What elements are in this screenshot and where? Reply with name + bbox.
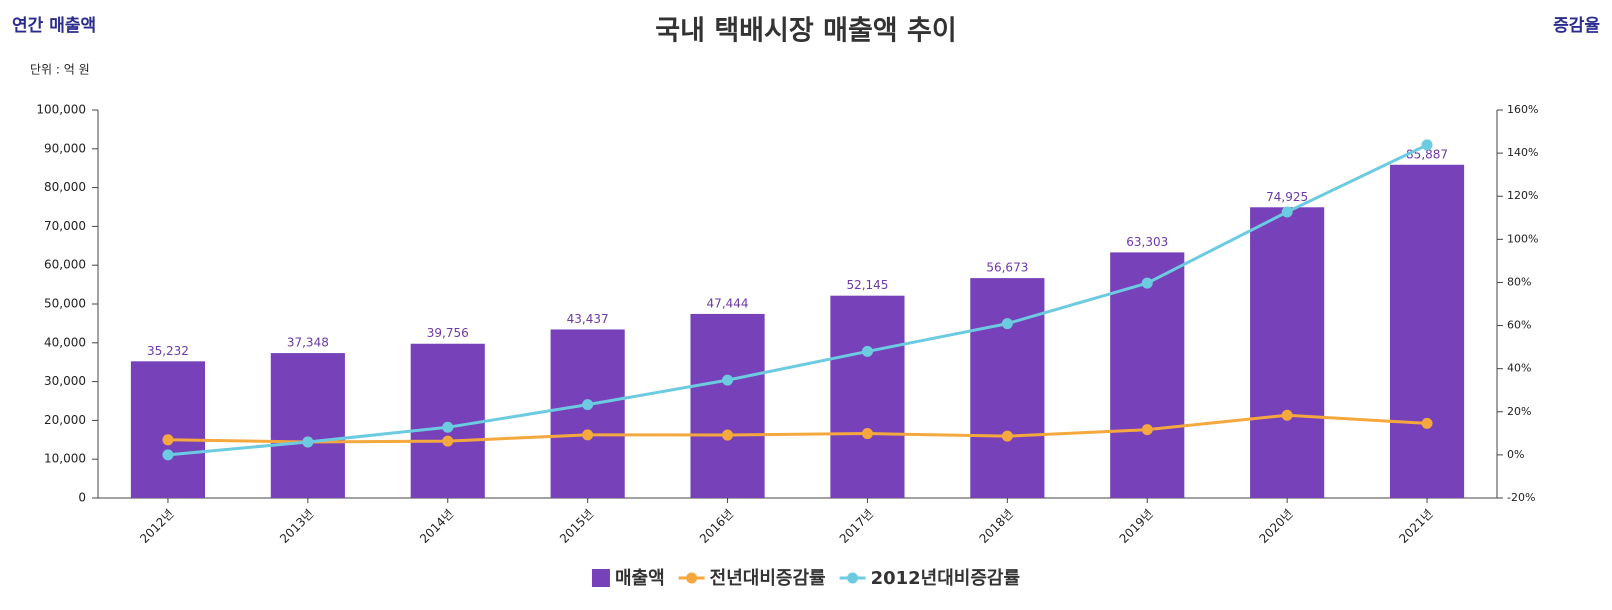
- x-tick-label: 2019년: [1117, 507, 1156, 546]
- legend-item: 매출액: [591, 568, 665, 589]
- value-label: 47,444: [707, 296, 749, 310]
- x-tick-label: 2014년: [417, 507, 456, 546]
- y-axis-title: 연간 매출액: [12, 16, 96, 36]
- x-tick-label: 2018년: [977, 507, 1016, 546]
- legend-swatch: [591, 569, 610, 587]
- bar: [550, 329, 625, 498]
- bar: [690, 313, 765, 498]
- bar: [1389, 164, 1465, 499]
- legend-item: 2012년대비증감률: [839, 568, 1020, 589]
- y2-tick-label: 160%: [1507, 103, 1538, 116]
- point: [162, 449, 174, 461]
- value-label: 43,437: [567, 312, 609, 326]
- y2-tick-label: 120%: [1507, 189, 1538, 202]
- legend: 매출액 전년대비증감률 2012년대비증감률: [591, 568, 1020, 589]
- point: [722, 374, 734, 386]
- bar: [1110, 252, 1185, 498]
- point: [861, 345, 873, 357]
- value-label: 63,303: [1126, 235, 1168, 249]
- y-tick-label: 70,000: [44, 219, 86, 233]
- y-tick-label: 60,000: [44, 258, 86, 272]
- value-label: 52,145: [846, 278, 888, 292]
- value-label: 37,348: [287, 336, 329, 350]
- y-tick-label: 100,000: [36, 103, 86, 117]
- y-tick-label: 10,000: [44, 452, 86, 466]
- bar: [130, 361, 206, 498]
- legend-label: 2012년대비증감률: [871, 568, 1020, 589]
- bar: [970, 278, 1045, 498]
- point: [442, 435, 454, 447]
- chart-title: 국내 택배시장 매출액 추이: [655, 16, 956, 47]
- line: [167, 413, 1428, 444]
- bar: [270, 353, 345, 498]
- point: [1141, 424, 1153, 436]
- point: [162, 434, 174, 446]
- point: [1001, 430, 1013, 442]
- legend-item: 전년대비증감률: [678, 568, 826, 589]
- y-tick-label: 80,000: [44, 180, 86, 194]
- x-tick-label: 2012년: [137, 507, 176, 546]
- bar: [410, 343, 485, 498]
- bar: [1250, 207, 1325, 498]
- value-label: 39,756: [427, 326, 469, 340]
- x-tick-label: 2021년: [1396, 507, 1435, 546]
- point: [861, 428, 873, 440]
- point: [1281, 206, 1293, 218]
- y2-tick-label: 140%: [1507, 146, 1538, 159]
- y2-tick-label: 20%: [1507, 405, 1531, 418]
- legend-swatch: [686, 572, 698, 584]
- x-tick-label: 2016년: [697, 507, 736, 546]
- point: [1141, 277, 1153, 289]
- y2-tick-label: 100%: [1507, 232, 1538, 245]
- line: [167, 143, 1428, 457]
- legend-label: 전년대비증감률: [710, 568, 826, 589]
- unit-note: 단위 : 억 원: [30, 63, 90, 77]
- point: [442, 421, 454, 433]
- legend-swatch: [847, 572, 859, 584]
- y2-tick-label: 80%: [1507, 275, 1531, 288]
- legend-label: 매출액: [615, 568, 665, 589]
- x-tick-label: 2015년: [557, 507, 596, 546]
- point: [302, 436, 314, 448]
- x-tick-label: 2017년: [837, 507, 876, 546]
- y-tick-label: 50,000: [44, 297, 86, 311]
- point: [722, 429, 734, 441]
- point: [1421, 417, 1433, 429]
- y-tick-label: 20,000: [44, 413, 86, 427]
- value-label: 35,232: [147, 344, 189, 358]
- x-tick-label: 2013년: [277, 507, 316, 546]
- y-tick-label: 0: [78, 491, 86, 505]
- value-label: 74,925: [1266, 190, 1308, 204]
- value-label: 56,673: [986, 261, 1028, 275]
- point: [1421, 139, 1433, 151]
- point: [1281, 409, 1293, 421]
- point: [1001, 318, 1013, 330]
- y-tick-label: 40,000: [44, 335, 86, 349]
- point: [582, 429, 594, 441]
- y2-axis-title: 증감율: [1553, 16, 1600, 36]
- y2-tick-label: 40%: [1507, 362, 1531, 375]
- y2-tick-label: 0%: [1507, 448, 1524, 461]
- point: [582, 399, 594, 411]
- x-tick-label: 2020년: [1256, 507, 1295, 546]
- bar: [830, 295, 905, 498]
- y2-tick-label: 60%: [1507, 319, 1531, 332]
- y2-tick-label: -20%: [1507, 491, 1535, 504]
- y-tick-label: 90,000: [44, 141, 86, 155]
- y-tick-label: 30,000: [44, 374, 86, 388]
